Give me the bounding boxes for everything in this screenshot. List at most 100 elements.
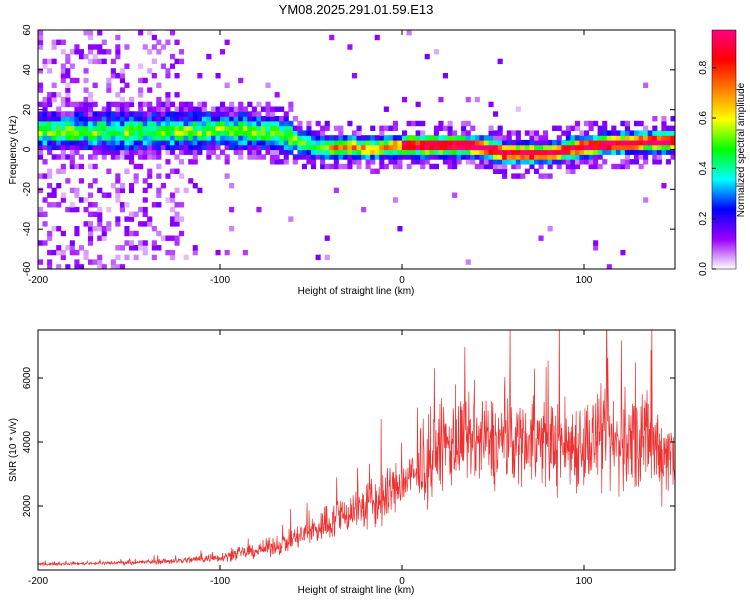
heatmap-cell [620, 249, 626, 256]
heatmap-cell [274, 92, 280, 98]
heatmap-cell [47, 116, 53, 122]
heatmap-cell [251, 120, 257, 127]
heatmap-cell [224, 125, 230, 131]
heatmap-cell [38, 120, 44, 127]
heatmap-cell [392, 144, 398, 151]
heatmap-cell [547, 159, 553, 165]
heatmap-cell [42, 139, 48, 146]
heatmap-cell [160, 63, 166, 69]
heatmap-cell [78, 178, 84, 184]
heatmap-cell [570, 154, 576, 160]
heatmap-cell [106, 106, 112, 112]
heatmap-cell [670, 154, 675, 160]
heatmap-cell [242, 111, 248, 117]
heatmap-cell [529, 139, 535, 146]
heatmap-cell [151, 116, 157, 122]
heatmap-cell [47, 139, 53, 146]
heatmap-cell [388, 149, 394, 155]
heatmap-cell [588, 159, 594, 165]
heatmap-cell [392, 139, 398, 146]
heatmap-cell [47, 230, 53, 237]
heatmap-cell [584, 154, 590, 160]
heatmap-cell [183, 135, 189, 141]
heatmap-cell [333, 154, 339, 160]
heatmap-cell [597, 163, 603, 170]
heatmap-cell [188, 120, 194, 127]
heatmap-cell [42, 159, 48, 165]
heatmap-cell [92, 144, 98, 151]
heatmap-cell [56, 130, 62, 136]
heatmap-cell [520, 144, 526, 151]
heatmap-cell [78, 197, 84, 203]
heatmap-cell [60, 49, 66, 55]
heatmap-cell [270, 139, 276, 146]
heatmap-cell [51, 58, 57, 65]
heatmap-cell [461, 144, 467, 151]
heatmap-cell [183, 125, 189, 131]
heatmap-cell [288, 106, 294, 112]
heatmap-cell [552, 159, 558, 165]
heatmap-cell [138, 130, 144, 136]
heatmap-cell [329, 144, 335, 151]
heatmap-cell [370, 125, 376, 131]
heatmap-cell [515, 106, 521, 112]
heatmap-cell [197, 111, 203, 117]
heatmap-cell [447, 163, 453, 170]
heatmap-cell [397, 163, 403, 170]
heatmap-cell [206, 53, 212, 60]
heatmap-cell [160, 106, 166, 112]
heatmap-cell [142, 139, 148, 146]
heatmap-cell [160, 44, 166, 50]
heatmap-cell [534, 135, 540, 141]
heatmap-cell [593, 144, 599, 151]
heatmap-cell [624, 139, 630, 146]
heatmap-cell [643, 154, 649, 160]
heatmap-cell [115, 245, 121, 251]
heatmap-cell [138, 125, 144, 131]
heatmap-cell [51, 96, 57, 103]
heatmap-cell [529, 159, 535, 165]
heatmap-cell [584, 144, 590, 151]
heatmap-cell [538, 139, 544, 146]
heatmap-cell [119, 144, 125, 151]
heatmap-cell [147, 125, 153, 131]
heatmap-cell [197, 130, 203, 136]
heatmap-cell [333, 135, 339, 141]
heatmap-cell [574, 149, 580, 155]
heatmap-cell [97, 144, 103, 151]
heatmap-cell [124, 154, 130, 160]
heatmap-cell [174, 144, 180, 151]
heatmap-cell [97, 187, 103, 194]
heatmap-cell [147, 168, 153, 174]
heatmap-cell [256, 101, 262, 108]
heatmap-cell [643, 125, 649, 131]
heatmap-cell [88, 183, 94, 189]
heatmap-cell [543, 159, 549, 165]
heatmap-cell [515, 144, 521, 151]
heatmap-cell [83, 125, 89, 131]
heatmap-cell [292, 144, 298, 151]
heatmap-cell [543, 149, 549, 155]
heatmap-cell [602, 125, 608, 131]
heatmap-cell [438, 96, 444, 103]
heatmap-cell [210, 120, 216, 127]
heatmap-cell [133, 120, 139, 127]
heatmap-cell [56, 125, 62, 131]
heatmap-cell [42, 111, 48, 117]
heatmap-cell [260, 116, 266, 122]
heatmap-cell [38, 135, 44, 141]
heatmap-cell [379, 149, 385, 155]
heatmap-cell [101, 49, 107, 55]
heatmap-cell [538, 135, 544, 141]
heatmap-cell [115, 73, 121, 79]
heatmap-cell [129, 144, 135, 151]
heatmap-cell [133, 139, 139, 146]
heatmap-cell [301, 130, 307, 136]
heatmap-cell [315, 144, 321, 151]
heatmap-cell [129, 154, 135, 160]
heatmap-cell [69, 101, 75, 108]
heatmap-cell [342, 154, 348, 160]
heatmap-cell [129, 159, 135, 165]
heatmap-cell [552, 149, 558, 155]
heatmap-cell [429, 139, 435, 146]
